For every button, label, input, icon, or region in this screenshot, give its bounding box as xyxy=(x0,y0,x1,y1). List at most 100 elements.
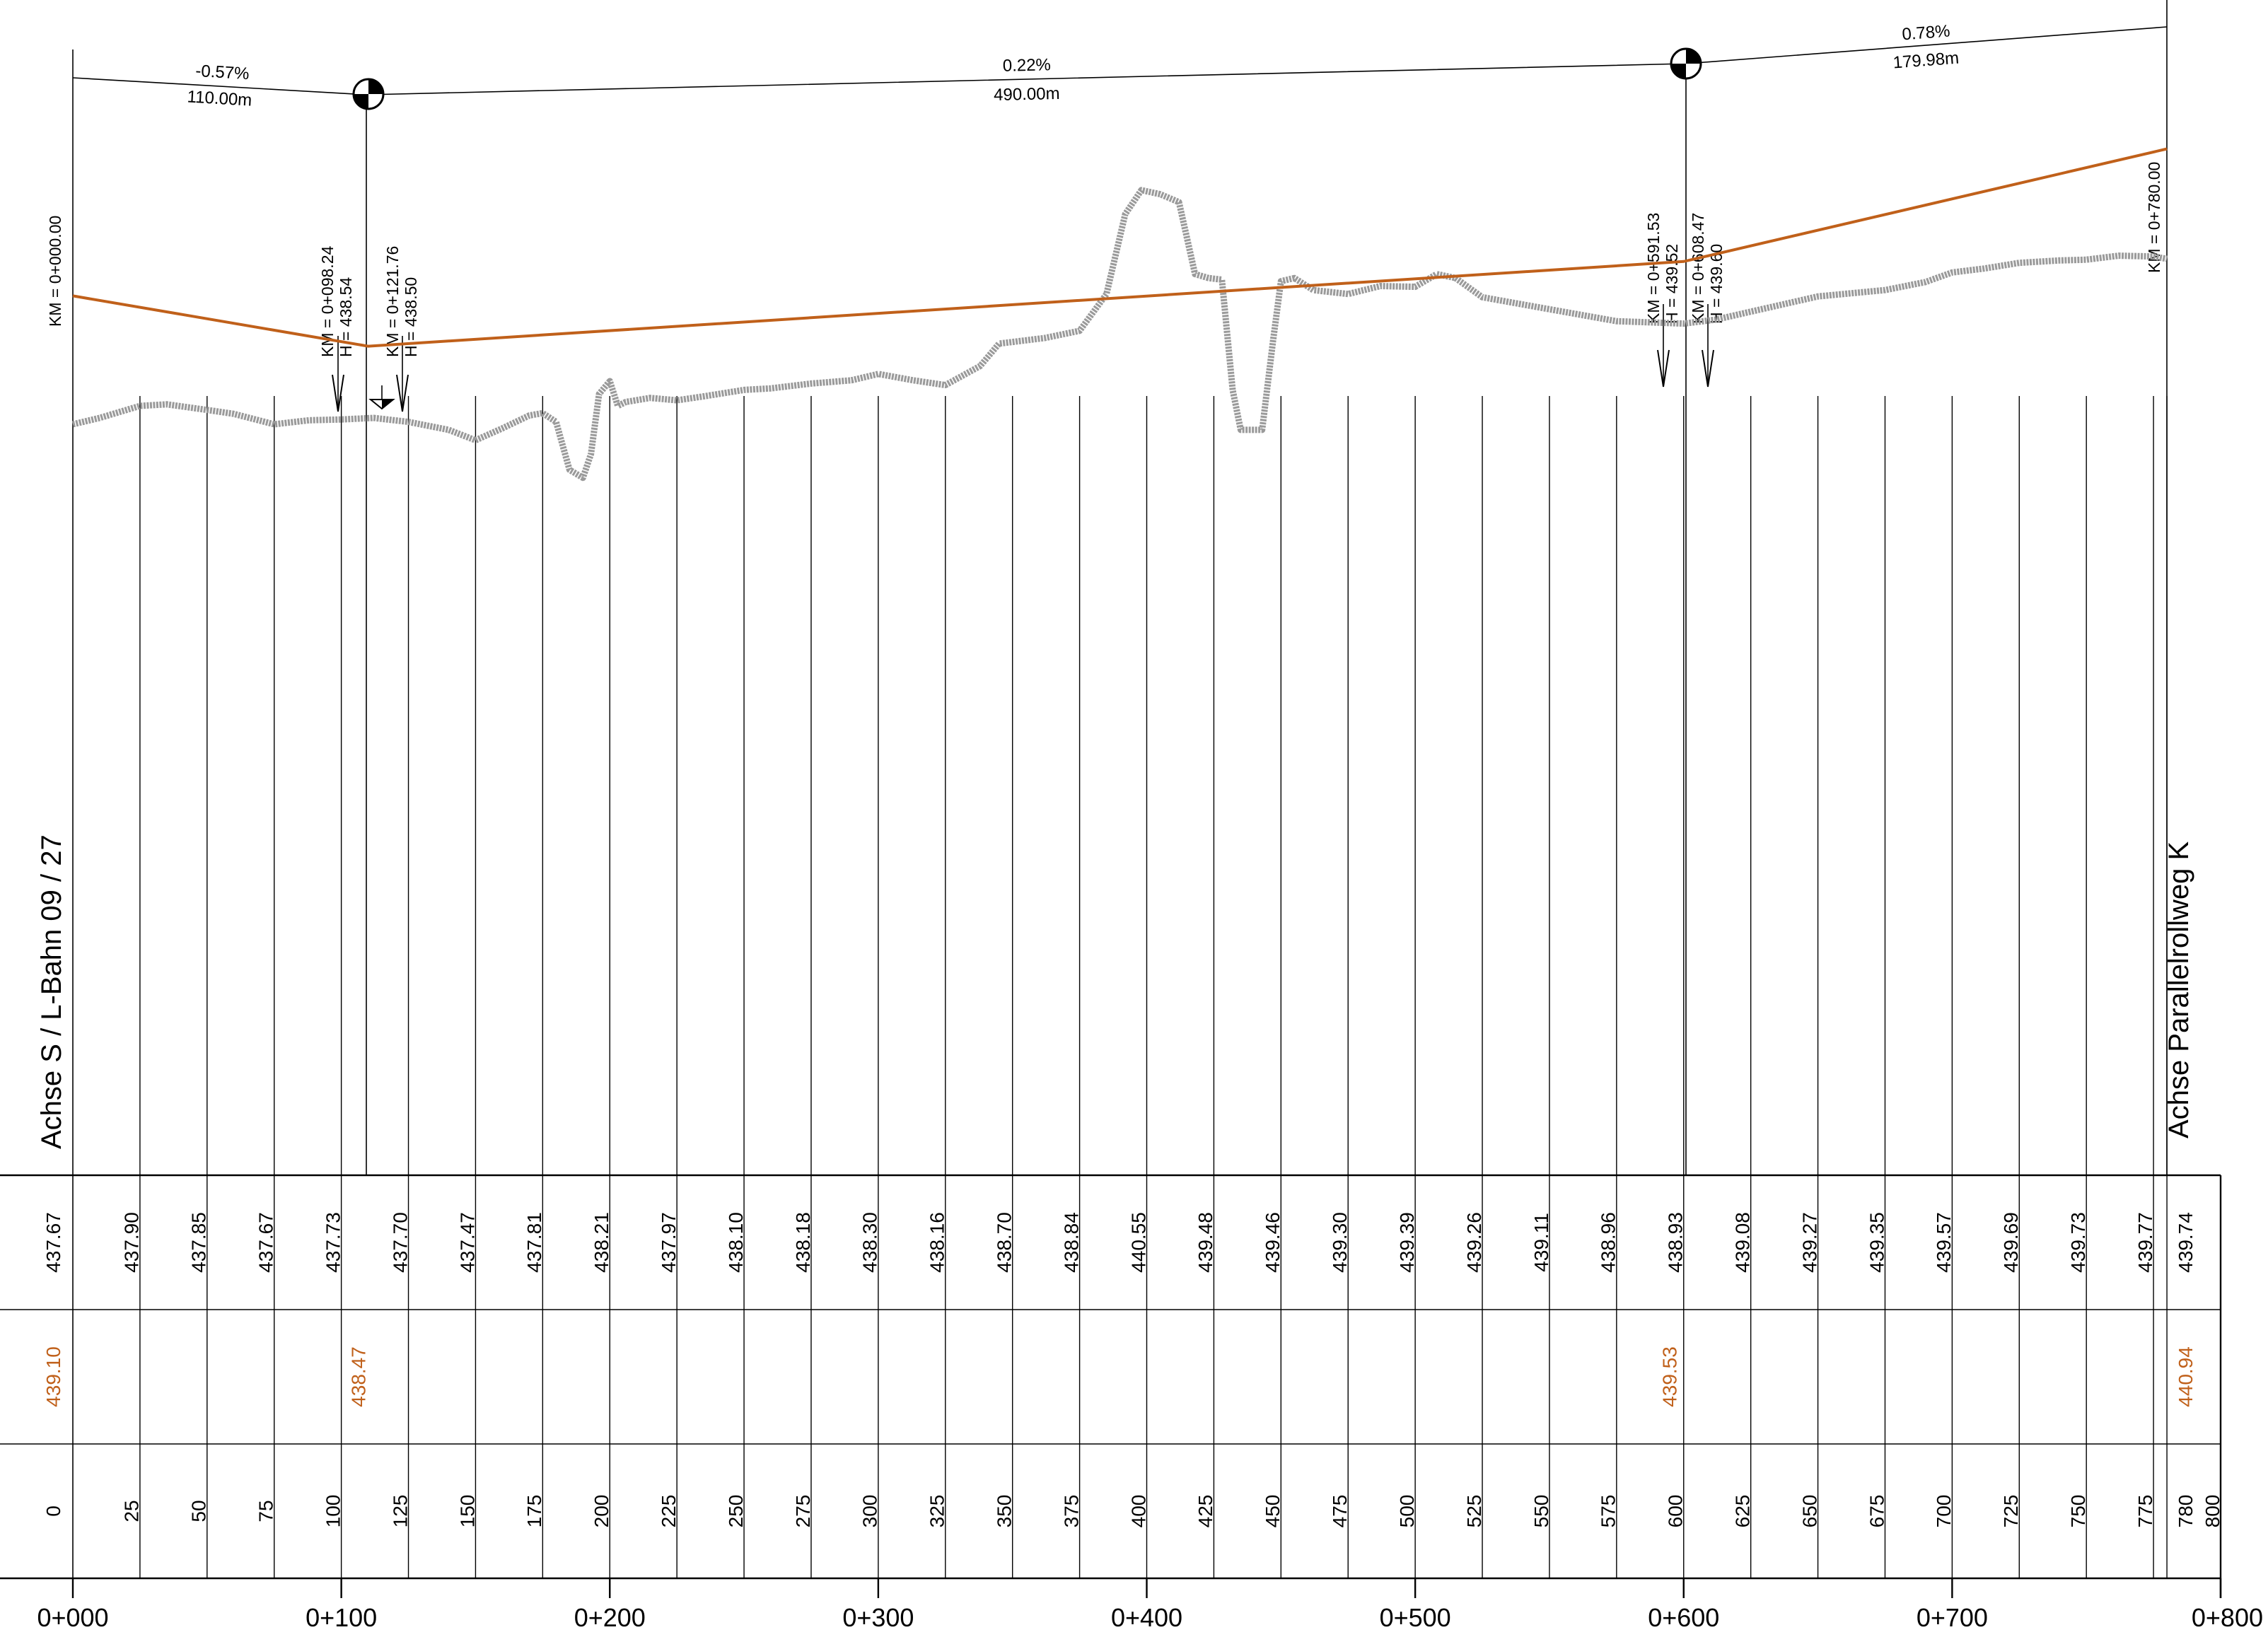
station-cell: 450 xyxy=(1262,1495,1284,1528)
station-cell: 600 xyxy=(1665,1495,1687,1528)
terrain-height-cell: 437.90 xyxy=(121,1212,143,1273)
station-cell: 400 xyxy=(1127,1495,1149,1528)
station-cell: 25 xyxy=(121,1500,143,1522)
table-cells: 437.67 0 437.90 25 437.85 50 437.67 75 437.73 100… xyxy=(42,1212,2223,1527)
station-cell: 775 xyxy=(2134,1495,2156,1528)
station-cell: 275 xyxy=(792,1495,814,1528)
terrain-height-cell: 438.84 xyxy=(1060,1212,1082,1273)
x-tick-label: 0+200 xyxy=(574,1603,646,1632)
station-cell-end: 800 xyxy=(2202,1495,2223,1528)
x-tick-label: 0+100 xyxy=(306,1603,377,1632)
grade-label-2: 0.22% xyxy=(1003,55,1052,76)
data-table xyxy=(0,1174,2222,1598)
design-grade-line xyxy=(72,147,2168,348)
terrain-height-cell: 437.67 xyxy=(42,1212,64,1273)
station-cell: 375 xyxy=(1060,1495,1082,1528)
terrain-height-cell: 439.57 xyxy=(1933,1212,1955,1273)
station-cell: 575 xyxy=(1598,1495,1619,1528)
station-cell: 675 xyxy=(1866,1495,1888,1528)
km-marker-start: KM = 0+000.00 xyxy=(46,216,64,327)
terrain-height-cell: 438.16 xyxy=(926,1212,948,1273)
terrain-height-cell: 439.30 xyxy=(1329,1212,1351,1273)
grade-label-1: -0.57% xyxy=(195,62,250,83)
station-cell: 50 xyxy=(188,1500,210,1522)
design-height-cell: 439.53 xyxy=(1659,1346,1681,1407)
grade-length-2: 490.00m xyxy=(994,84,1060,105)
design-layer xyxy=(72,147,2168,348)
terrain-height-cell: 438.30 xyxy=(859,1212,881,1273)
terrain-height-cell: 438.93 xyxy=(1665,1212,1687,1273)
terrain-height-cell: 438.96 xyxy=(1598,1212,1619,1273)
terrain-height-cell: 438.10 xyxy=(725,1212,747,1273)
axis-label-right: Achse Parallelrollweg K xyxy=(2163,841,2194,1138)
terrain-height-cell: 438.18 xyxy=(792,1212,814,1273)
terrain-height-cell: 438.21 xyxy=(591,1212,612,1273)
marker-pointers xyxy=(332,304,1714,412)
station-cell: 250 xyxy=(725,1495,747,1528)
terrain-height-cell: 437.73 xyxy=(322,1212,344,1273)
x-tick-label: 0+300 xyxy=(842,1603,914,1632)
terrain-height-cell: 440.55 xyxy=(1127,1212,1149,1273)
station-cell: 500 xyxy=(1396,1495,1418,1528)
x-tick-label: 0+600 xyxy=(1648,1603,1719,1632)
terrain-height-cell: 437.67 xyxy=(255,1212,277,1273)
grade-labels: -0.57% 110.00m 0.22% 490.00m 0.78% 179.9… xyxy=(187,22,1960,110)
terrain-height-cell: 439.27 xyxy=(1798,1212,1820,1273)
station-cell: 700 xyxy=(1933,1495,1955,1528)
terrain-height-cell: 437.81 xyxy=(523,1212,545,1273)
terrain-height-cell: 439.48 xyxy=(1194,1212,1216,1273)
x-tick-label: 0+700 xyxy=(1917,1603,1988,1632)
station-cell: 175 xyxy=(523,1495,545,1528)
grade-line-group xyxy=(72,0,2168,1175)
x-tick-label: 0+400 xyxy=(1111,1603,1182,1632)
terrain-height-cell: 439.46 xyxy=(1262,1212,1284,1273)
km-marker-4: KM = 0+608.47 xyxy=(1689,213,1707,324)
station-cell: 650 xyxy=(1798,1495,1820,1528)
station-cell: 475 xyxy=(1329,1495,1351,1528)
terrain-height-cell: 439.11 xyxy=(1530,1213,1552,1272)
terrain-height-cell: 439.35 xyxy=(1866,1212,1888,1273)
station-cell: 75 xyxy=(255,1500,277,1522)
terrain-height-cell: 438.70 xyxy=(993,1212,1015,1273)
design-height-cell: 438.47 xyxy=(347,1346,369,1407)
vertex-symbol-1 xyxy=(352,78,385,110)
vertex-symbol-2 xyxy=(1670,47,1702,80)
station-cell: 200 xyxy=(591,1495,612,1528)
grade-label-3: 0.78% xyxy=(1901,22,1950,45)
grade-line xyxy=(72,26,2168,95)
terrain-height-cell: 437.70 xyxy=(389,1212,411,1273)
terrain-height-cell: 437.47 xyxy=(456,1212,478,1273)
terrain-profile-line xyxy=(71,187,2168,482)
h-marker-4: H = 439.60 xyxy=(1707,244,1726,324)
station-cell: 300 xyxy=(859,1495,881,1528)
station-cell: 350 xyxy=(993,1495,1015,1528)
terrain-height-cell: 437.97 xyxy=(658,1212,680,1273)
station-cell: 0 xyxy=(42,1505,64,1517)
x-axis: 0+000 0+100 0+200 0+300 0+400 0+500 0+600 0+700… xyxy=(37,1578,2263,1632)
x-tick-label: 0+500 xyxy=(1380,1603,1451,1632)
station-cell: 150 xyxy=(456,1495,478,1528)
terrain-height-cell: 439.74 xyxy=(2175,1212,2197,1273)
design-height-cell: 439.10 xyxy=(42,1346,64,1407)
x-tick-label: 0+000 xyxy=(37,1603,108,1632)
station-cell: 425 xyxy=(1194,1495,1216,1528)
station-cell: 625 xyxy=(1731,1495,1753,1528)
axis-label-left: Achse S / L-Bahn 09 / 27 xyxy=(36,834,67,1149)
terrain-height-cell: 437.85 xyxy=(188,1212,210,1273)
terrain-layer xyxy=(71,187,2168,482)
km-marker-3: KM = 0+591.53 xyxy=(1644,213,1663,324)
terrain-height-cell: 439.69 xyxy=(2000,1212,2022,1273)
station-cell: 750 xyxy=(2067,1495,2089,1528)
station-cell: 325 xyxy=(926,1495,948,1528)
station-lines xyxy=(139,396,2168,1578)
station-cell: 525 xyxy=(1463,1495,1485,1528)
station-cell: 780 xyxy=(2175,1495,2197,1528)
terrain-height-cell: 439.26 xyxy=(1463,1212,1485,1273)
x-tick-label: 0+800 xyxy=(2192,1603,2263,1632)
h-marker-3: H = 439.52 xyxy=(1663,244,1681,324)
grade-length-3: 179.98m xyxy=(1892,49,1960,73)
terrain-height-cell: 439.77 xyxy=(2134,1212,2156,1273)
station-cell: 225 xyxy=(658,1495,680,1528)
h-marker-1: H = 438.54 xyxy=(337,277,355,357)
